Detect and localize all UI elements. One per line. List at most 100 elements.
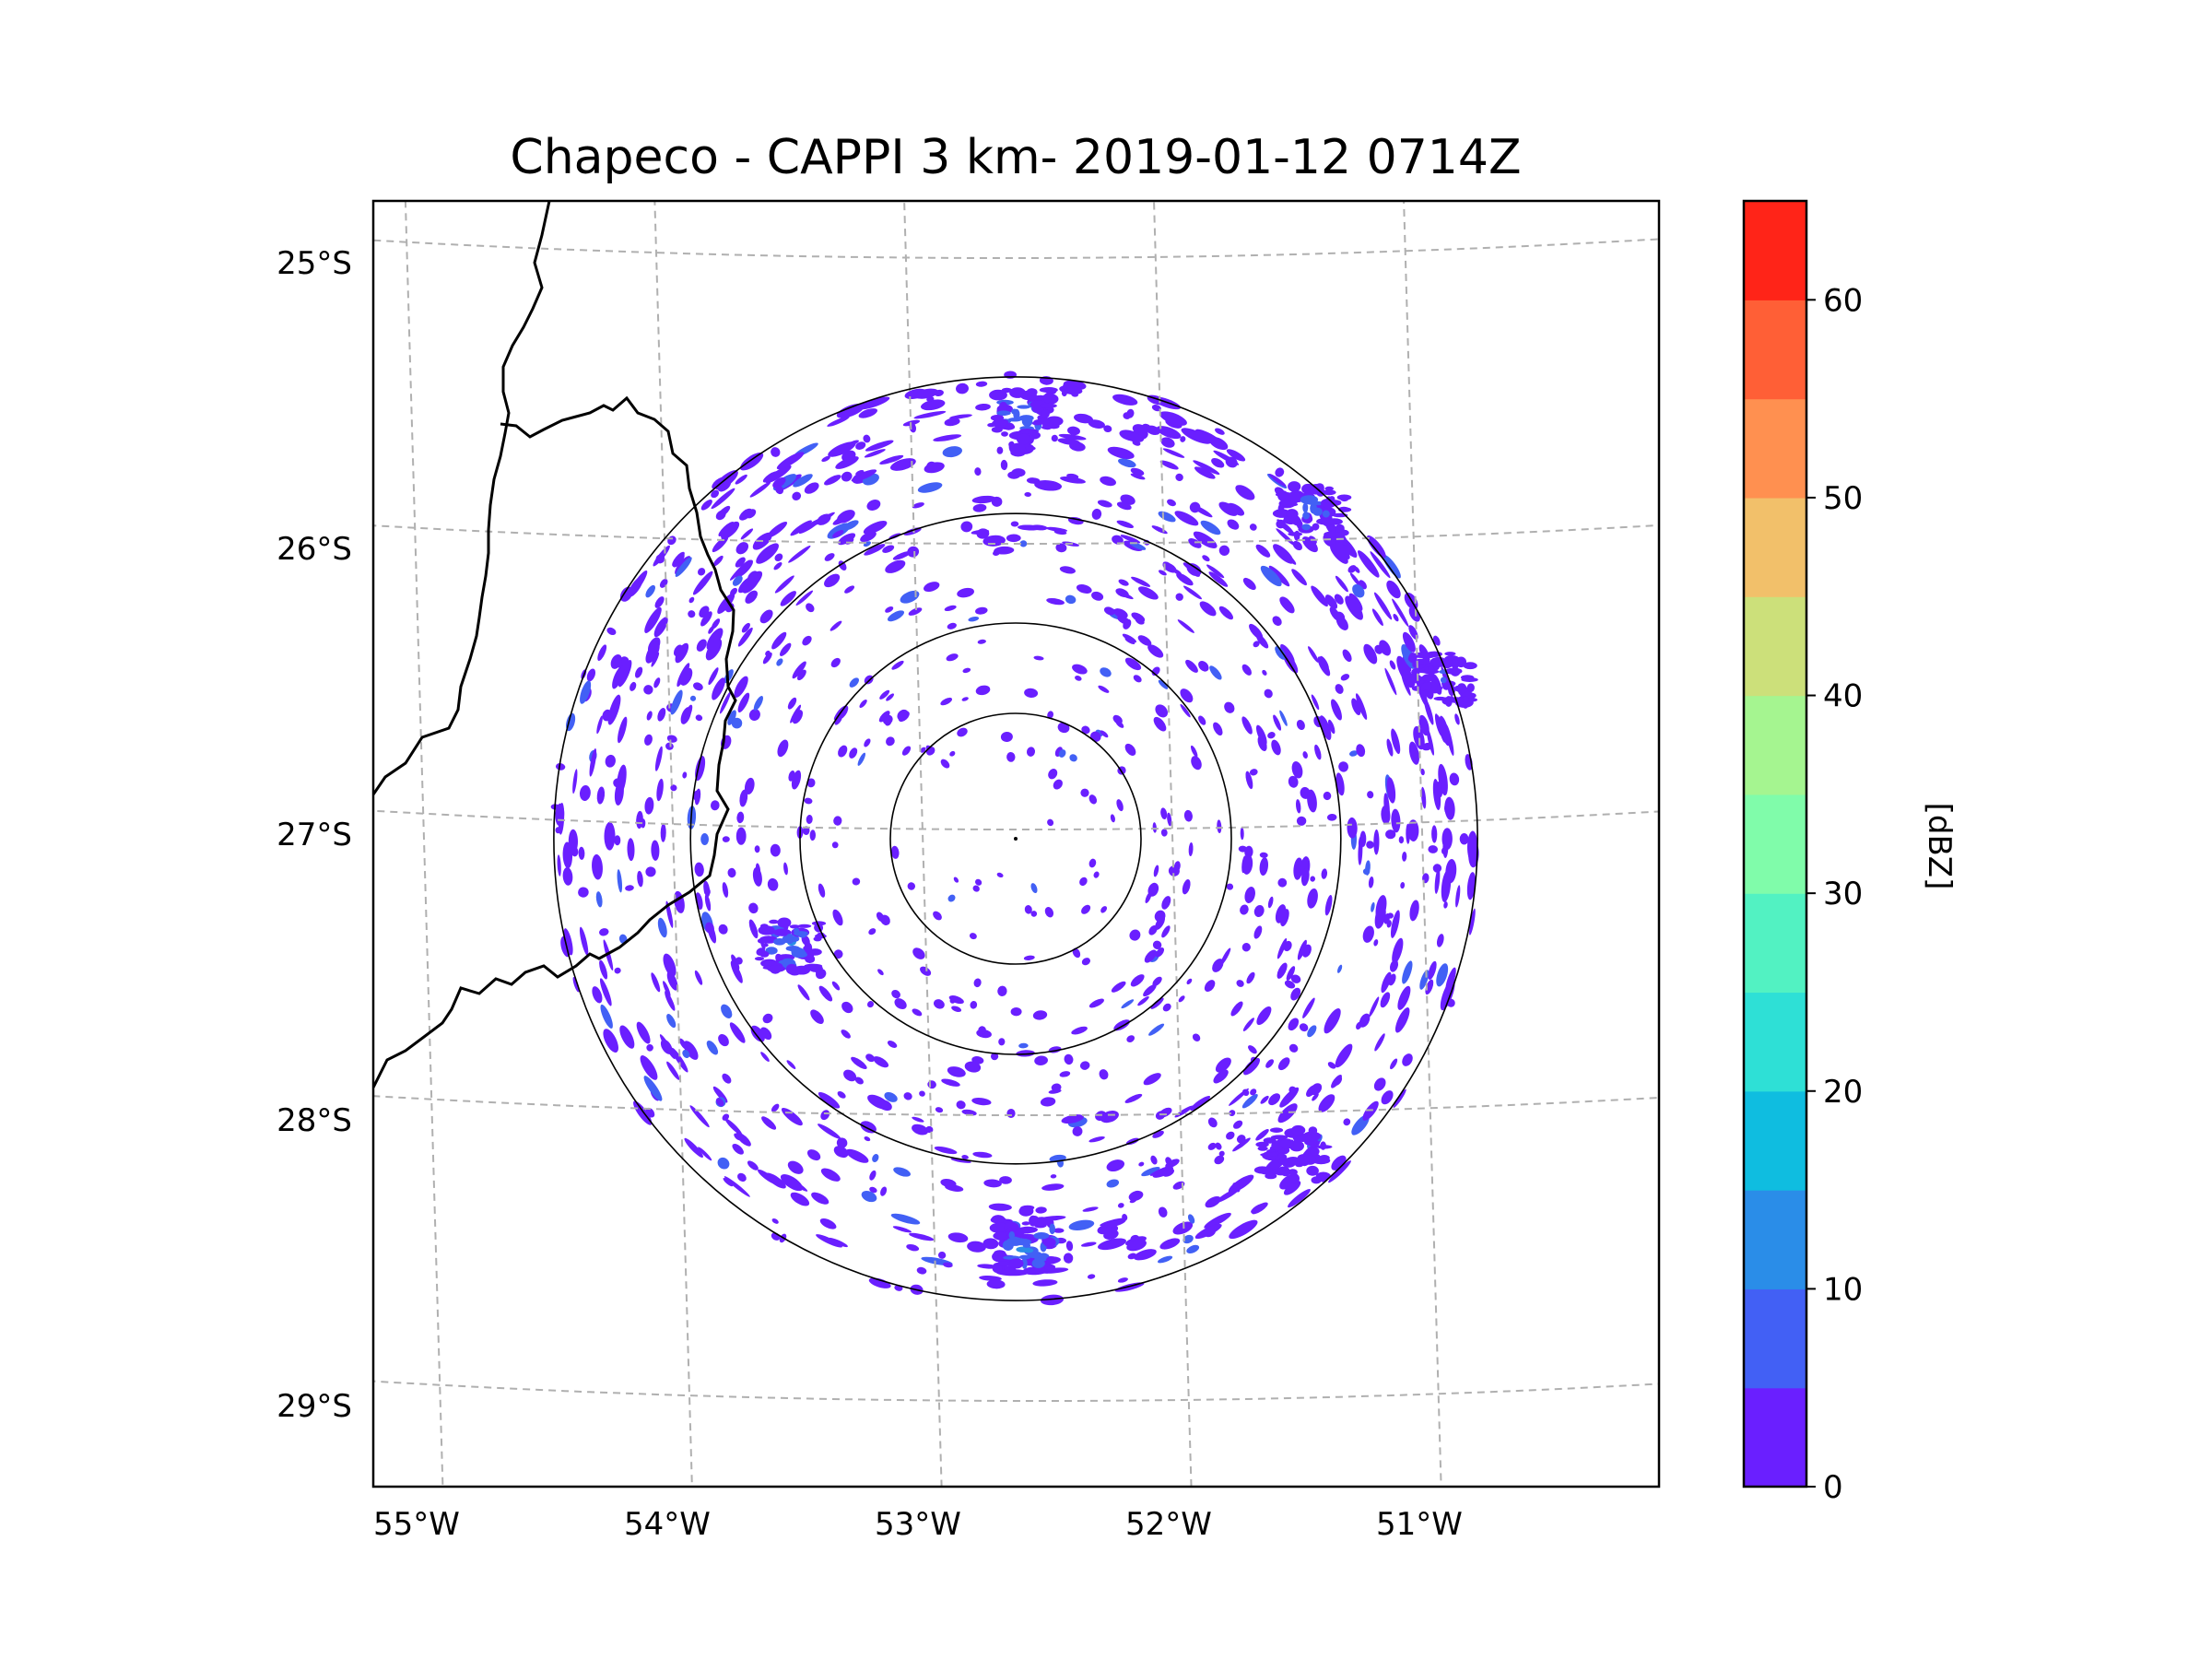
echo-pixel	[917, 482, 943, 493]
echo-cluster-pixel	[1461, 677, 1478, 682]
echo-cluster-pixel	[991, 426, 1003, 433]
echo-pixel	[1137, 635, 1152, 646]
echo-pixel	[994, 546, 1015, 555]
echo-pixel	[1160, 829, 1168, 837]
echo-pixel	[886, 736, 895, 747]
echo-pixel	[864, 449, 886, 458]
echo-pixel	[1300, 867, 1310, 887]
echo-pixel	[761, 1116, 777, 1130]
echo-pixel	[586, 668, 596, 682]
echo-pixel	[1227, 519, 1240, 530]
echo-pixel	[912, 947, 925, 959]
echo-cluster-pixel	[1340, 497, 1348, 502]
echo-pixel	[974, 467, 982, 477]
echo-pixel	[879, 689, 890, 700]
echo-pixel	[773, 562, 782, 571]
colorbar-band	[1744, 893, 1806, 994]
echo-pixel	[947, 622, 957, 629]
echo-pixel	[1091, 591, 1104, 601]
echo-cluster-pixel	[998, 401, 1008, 412]
echo-pixel	[1098, 685, 1110, 693]
echo-pixel	[637, 870, 643, 888]
echo-pixel	[790, 520, 812, 536]
echo-pixel	[1248, 1045, 1257, 1054]
echo-cluster-pixel	[1017, 405, 1031, 409]
echo-pixel	[1402, 960, 1413, 984]
echo-pixel	[1183, 809, 1193, 822]
echo-cluster-pixel	[1322, 489, 1336, 496]
echo-pixel	[643, 1076, 663, 1101]
echo-pixel	[1162, 1003, 1171, 1012]
echo-pixel	[1387, 912, 1394, 919]
echo-pixel	[1067, 426, 1080, 436]
echo-pixel	[1160, 807, 1168, 820]
echo-pixel	[900, 590, 920, 604]
echo-pixel	[780, 1174, 804, 1192]
echo-pixel	[833, 707, 843, 721]
echo-pixel	[920, 399, 946, 411]
echo-pixel	[1130, 974, 1145, 987]
echo-pixel	[572, 977, 580, 993]
echo-pixel	[863, 434, 871, 443]
echo-pixel	[1380, 992, 1391, 1008]
echo-pixel	[957, 587, 974, 598]
echo-pixel	[1081, 725, 1090, 735]
echo-pixel	[1301, 536, 1318, 553]
echo-pixel	[723, 1177, 734, 1187]
echo-pixel	[762, 471, 779, 483]
echo-cluster-pixel	[989, 389, 1007, 401]
echo-pixel	[1358, 838, 1363, 865]
echo-pixel	[913, 410, 947, 419]
colorbar-band	[1744, 398, 1806, 499]
echo-pixel	[1068, 1219, 1095, 1231]
echo-pixel	[1249, 769, 1258, 776]
echo-pixel	[933, 999, 945, 1009]
echo-pixel	[1072, 664, 1088, 675]
echo-pixel	[1240, 904, 1249, 915]
echo-pixel	[1362, 925, 1374, 943]
echo-cluster-pixel	[1260, 1152, 1278, 1157]
lat-gridline	[373, 1095, 1659, 1116]
echo-pixel	[920, 966, 932, 976]
echo-pixel	[843, 1069, 857, 1082]
echo-pixel	[975, 878, 982, 886]
echo-pixel	[968, 617, 980, 622]
echo-pixel	[1059, 1071, 1071, 1077]
echo-pixel	[806, 603, 815, 613]
range-ring	[889, 712, 1142, 965]
echo-pixel	[1129, 929, 1141, 941]
echo-pixel	[1226, 449, 1246, 462]
echo-pixel	[1275, 467, 1285, 477]
echo-pixel	[1191, 756, 1202, 771]
echo-pixel	[1324, 594, 1338, 609]
echo-pixel	[1347, 817, 1358, 839]
echo-cluster-pixel	[1444, 652, 1456, 656]
echo-pixel	[859, 700, 867, 708]
echo-pixel	[1060, 476, 1086, 484]
echo-cluster-pixel	[1018, 429, 1036, 434]
echo-pixel	[1199, 601, 1217, 617]
echo-pixel	[1186, 563, 1202, 577]
echo-pixel	[1224, 701, 1235, 713]
echo-pixel	[1381, 805, 1391, 825]
echo-cluster-pixel	[1008, 1258, 1024, 1269]
echo-pixel	[771, 447, 781, 457]
echo-pixel	[731, 954, 740, 971]
echo-pixel	[878, 711, 890, 723]
echo-pixel	[1373, 939, 1379, 947]
echo-pixel	[818, 1091, 841, 1109]
echo-pixel	[1106, 1159, 1125, 1172]
echo-pixel	[1240, 827, 1244, 841]
colorbar-band	[1744, 1190, 1806, 1289]
echo-pixel	[1152, 976, 1162, 986]
echo-pixel	[1293, 857, 1303, 880]
echo-pixel	[1148, 924, 1158, 935]
echo-pixel	[841, 450, 856, 462]
echo-pixel	[933, 434, 962, 441]
lat-gridline	[373, 524, 1659, 545]
echo-pixel	[1242, 577, 1256, 591]
echo-pixel	[1397, 985, 1411, 1010]
echo-pixel	[1072, 1126, 1083, 1136]
echo-cluster-pixel	[1451, 659, 1459, 670]
